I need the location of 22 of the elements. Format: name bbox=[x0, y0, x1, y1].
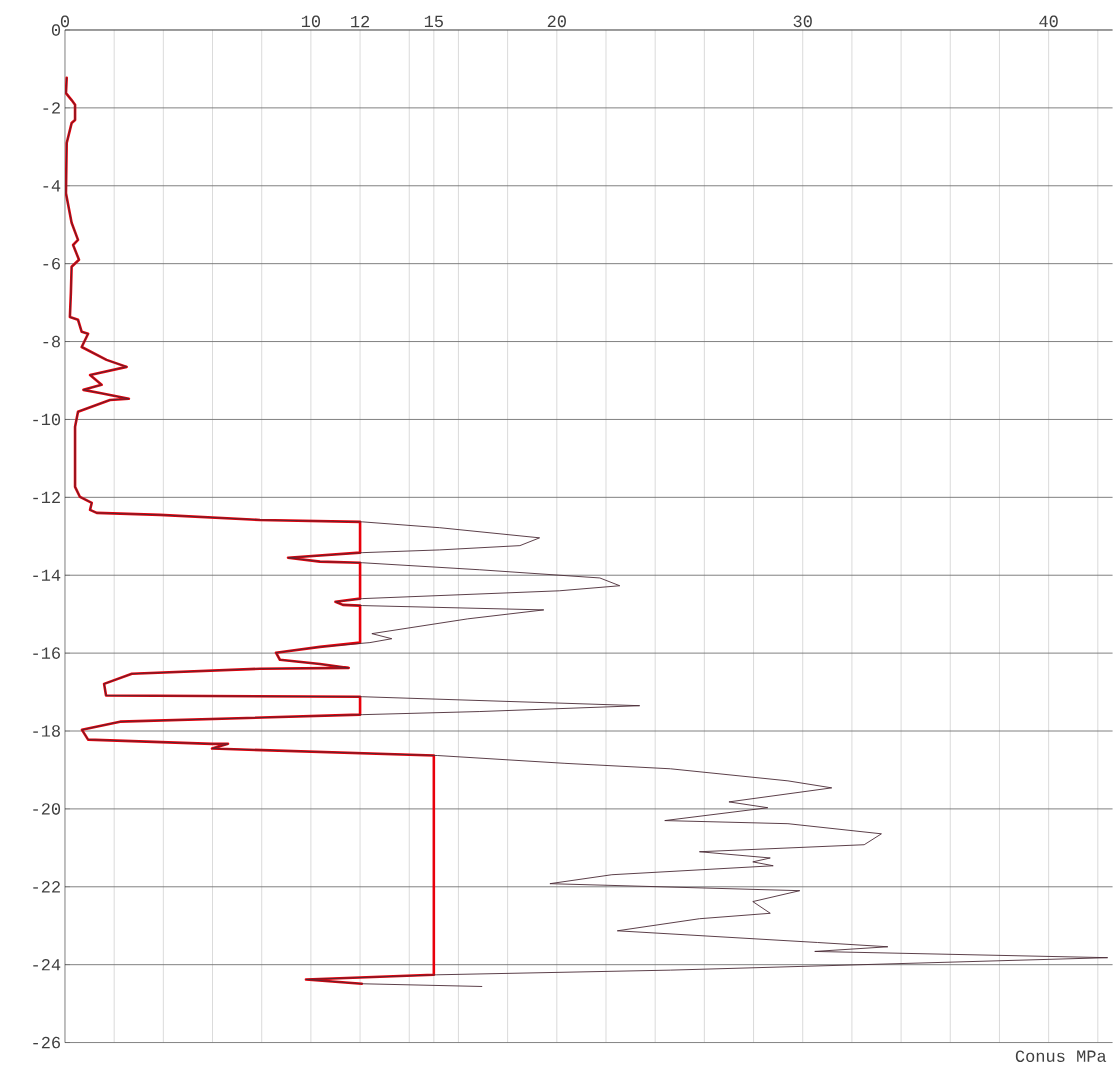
x-tick-label: 0 bbox=[60, 15, 70, 28]
y-tick-label: 0 bbox=[51, 24, 61, 36]
y-tick-label: -14 bbox=[33, 569, 61, 582]
y-tick-label: -10 bbox=[33, 413, 61, 426]
y-tick-label: -8 bbox=[43, 336, 60, 348]
y-tick-label: -22 bbox=[33, 881, 60, 893]
x-tick-label: 12 bbox=[351, 15, 370, 28]
y-tick-label: -18 bbox=[33, 725, 60, 737]
y-tick-label: -6 bbox=[43, 258, 60, 270]
y-tick-label: -2 bbox=[43, 102, 60, 114]
y-tick-label: -16 bbox=[33, 647, 60, 660]
x-tick-label: 15 bbox=[424, 15, 443, 28]
y-tick-label: -26 bbox=[33, 1037, 60, 1049]
y-tick-label: -4 bbox=[43, 180, 61, 192]
y-tick-label: -24 bbox=[33, 959, 61, 971]
y-tick-label: -12 bbox=[33, 491, 60, 504]
x-tick-label: 20 bbox=[547, 15, 566, 28]
y-tick-label: -20 bbox=[33, 803, 61, 815]
x-tick-label: 30 bbox=[793, 15, 812, 28]
x-tick-label: 40 bbox=[1039, 15, 1058, 28]
x-axis-title: Conus MPa bbox=[1015, 1050, 1107, 1063]
x-tick-label: 10 bbox=[301, 15, 321, 28]
